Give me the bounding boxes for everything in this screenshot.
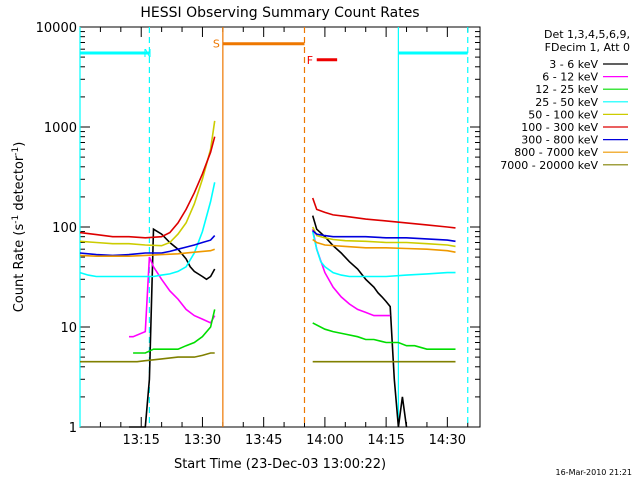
legend-label: 25 - 50 keV — [535, 96, 598, 109]
series-line — [79, 182, 216, 278]
x-tick-label: 13:45 — [245, 433, 282, 448]
y-tick-label: 10000 — [36, 21, 77, 36]
legend-label: 300 - 800 keV — [521, 134, 598, 147]
legend-label: 50 - 100 keV — [528, 108, 598, 121]
mode-marker-label: N — [143, 47, 151, 60]
y-axis-label-main: Count Rate (s — [12, 224, 27, 313]
series-6-12-kev — [129, 229, 391, 338]
y-axis-label-sup1: -1 — [11, 215, 21, 224]
series-12-25-kev — [133, 309, 456, 354]
x-tick-label: 13:15 — [122, 433, 159, 448]
y-tick-labels: 1 10 100 1000 10000 — [36, 21, 77, 436]
series-line — [129, 256, 216, 338]
series-line — [79, 120, 216, 247]
mode-marker-label: F — [307, 54, 313, 67]
series-line — [80, 352, 215, 363]
series-line — [79, 235, 216, 257]
y-axis-label: Count Rate (s-1 detector-1) — [11, 142, 27, 313]
series-line — [129, 227, 216, 428]
legend-header-line-1: Det 1,3,4,5,6,9, — [544, 28, 630, 41]
y-tick-label: 1000 — [44, 121, 77, 136]
series-25-50-kev — [79, 182, 456, 278]
series-50-100-kev — [79, 120, 456, 248]
legend-label: 100 - 300 keV — [521, 121, 598, 134]
x-tick-label: 14:30 — [429, 433, 466, 448]
series-line — [311, 226, 456, 248]
y-axis-label-end: ) — [12, 142, 27, 147]
y-tick-label: 10 — [60, 321, 77, 336]
y-axis-label-sup2: -1 — [11, 147, 21, 156]
x-tick-label: 14:15 — [367, 433, 404, 448]
series-line — [79, 136, 216, 239]
series-line — [311, 229, 391, 317]
series-line — [79, 248, 215, 258]
series-line — [133, 309, 216, 354]
x-axis-label: Start Time (23-Dec-03 13:00:22) — [174, 457, 386, 472]
legend: Det 1,3,4,5,6,9, FDecim 1, Att 0 3 - 6 k… — [500, 28, 630, 172]
legend-label: 7000 - 20000 keV — [500, 159, 598, 172]
legend-label: 6 - 12 keV — [542, 71, 598, 84]
series-line — [311, 231, 456, 278]
mode-boundary-lines — [79, 27, 469, 427]
series-7000-20000-kev — [80, 352, 456, 363]
y-tick-label: 100 — [52, 221, 77, 236]
series-300-800-kev — [79, 229, 456, 257]
series-800-7000-kev — [79, 238, 456, 258]
legend-header-line-2: FDecim 1, Att 0 — [545, 41, 630, 54]
axis-ticks — [80, 27, 480, 428]
series-line — [311, 215, 408, 428]
footer-date: 16-Mar-2010 21:21 — [556, 468, 633, 477]
series-line — [312, 229, 456, 243]
mode-marker-label: S — [213, 38, 220, 51]
mode-markers: N S F — [80, 38, 468, 67]
plot-area — [79, 26, 481, 428]
legend-label: 3 - 6 keV — [549, 58, 598, 71]
series-100-300-kev — [79, 136, 456, 239]
x-tick-labels: 13:15 13:30 13:45 14:00 14:15 14:30 — [122, 433, 466, 448]
legend-label: 800 - 7000 keV — [514, 146, 598, 159]
chart-title: HESSI Observing Summary Count Rates — [140, 5, 419, 21]
series-line — [312, 238, 456, 253]
x-tick-label: 14:00 — [306, 433, 343, 448]
y-tick-label: 1 — [69, 421, 77, 436]
series-line — [312, 322, 456, 351]
x-tick-label: 13:30 — [184, 433, 221, 448]
y-axis-label-mid: detector — [12, 155, 27, 215]
series-lines — [79, 120, 456, 428]
series-line — [311, 197, 456, 229]
legend-label: 12 - 25 keV — [535, 83, 598, 96]
